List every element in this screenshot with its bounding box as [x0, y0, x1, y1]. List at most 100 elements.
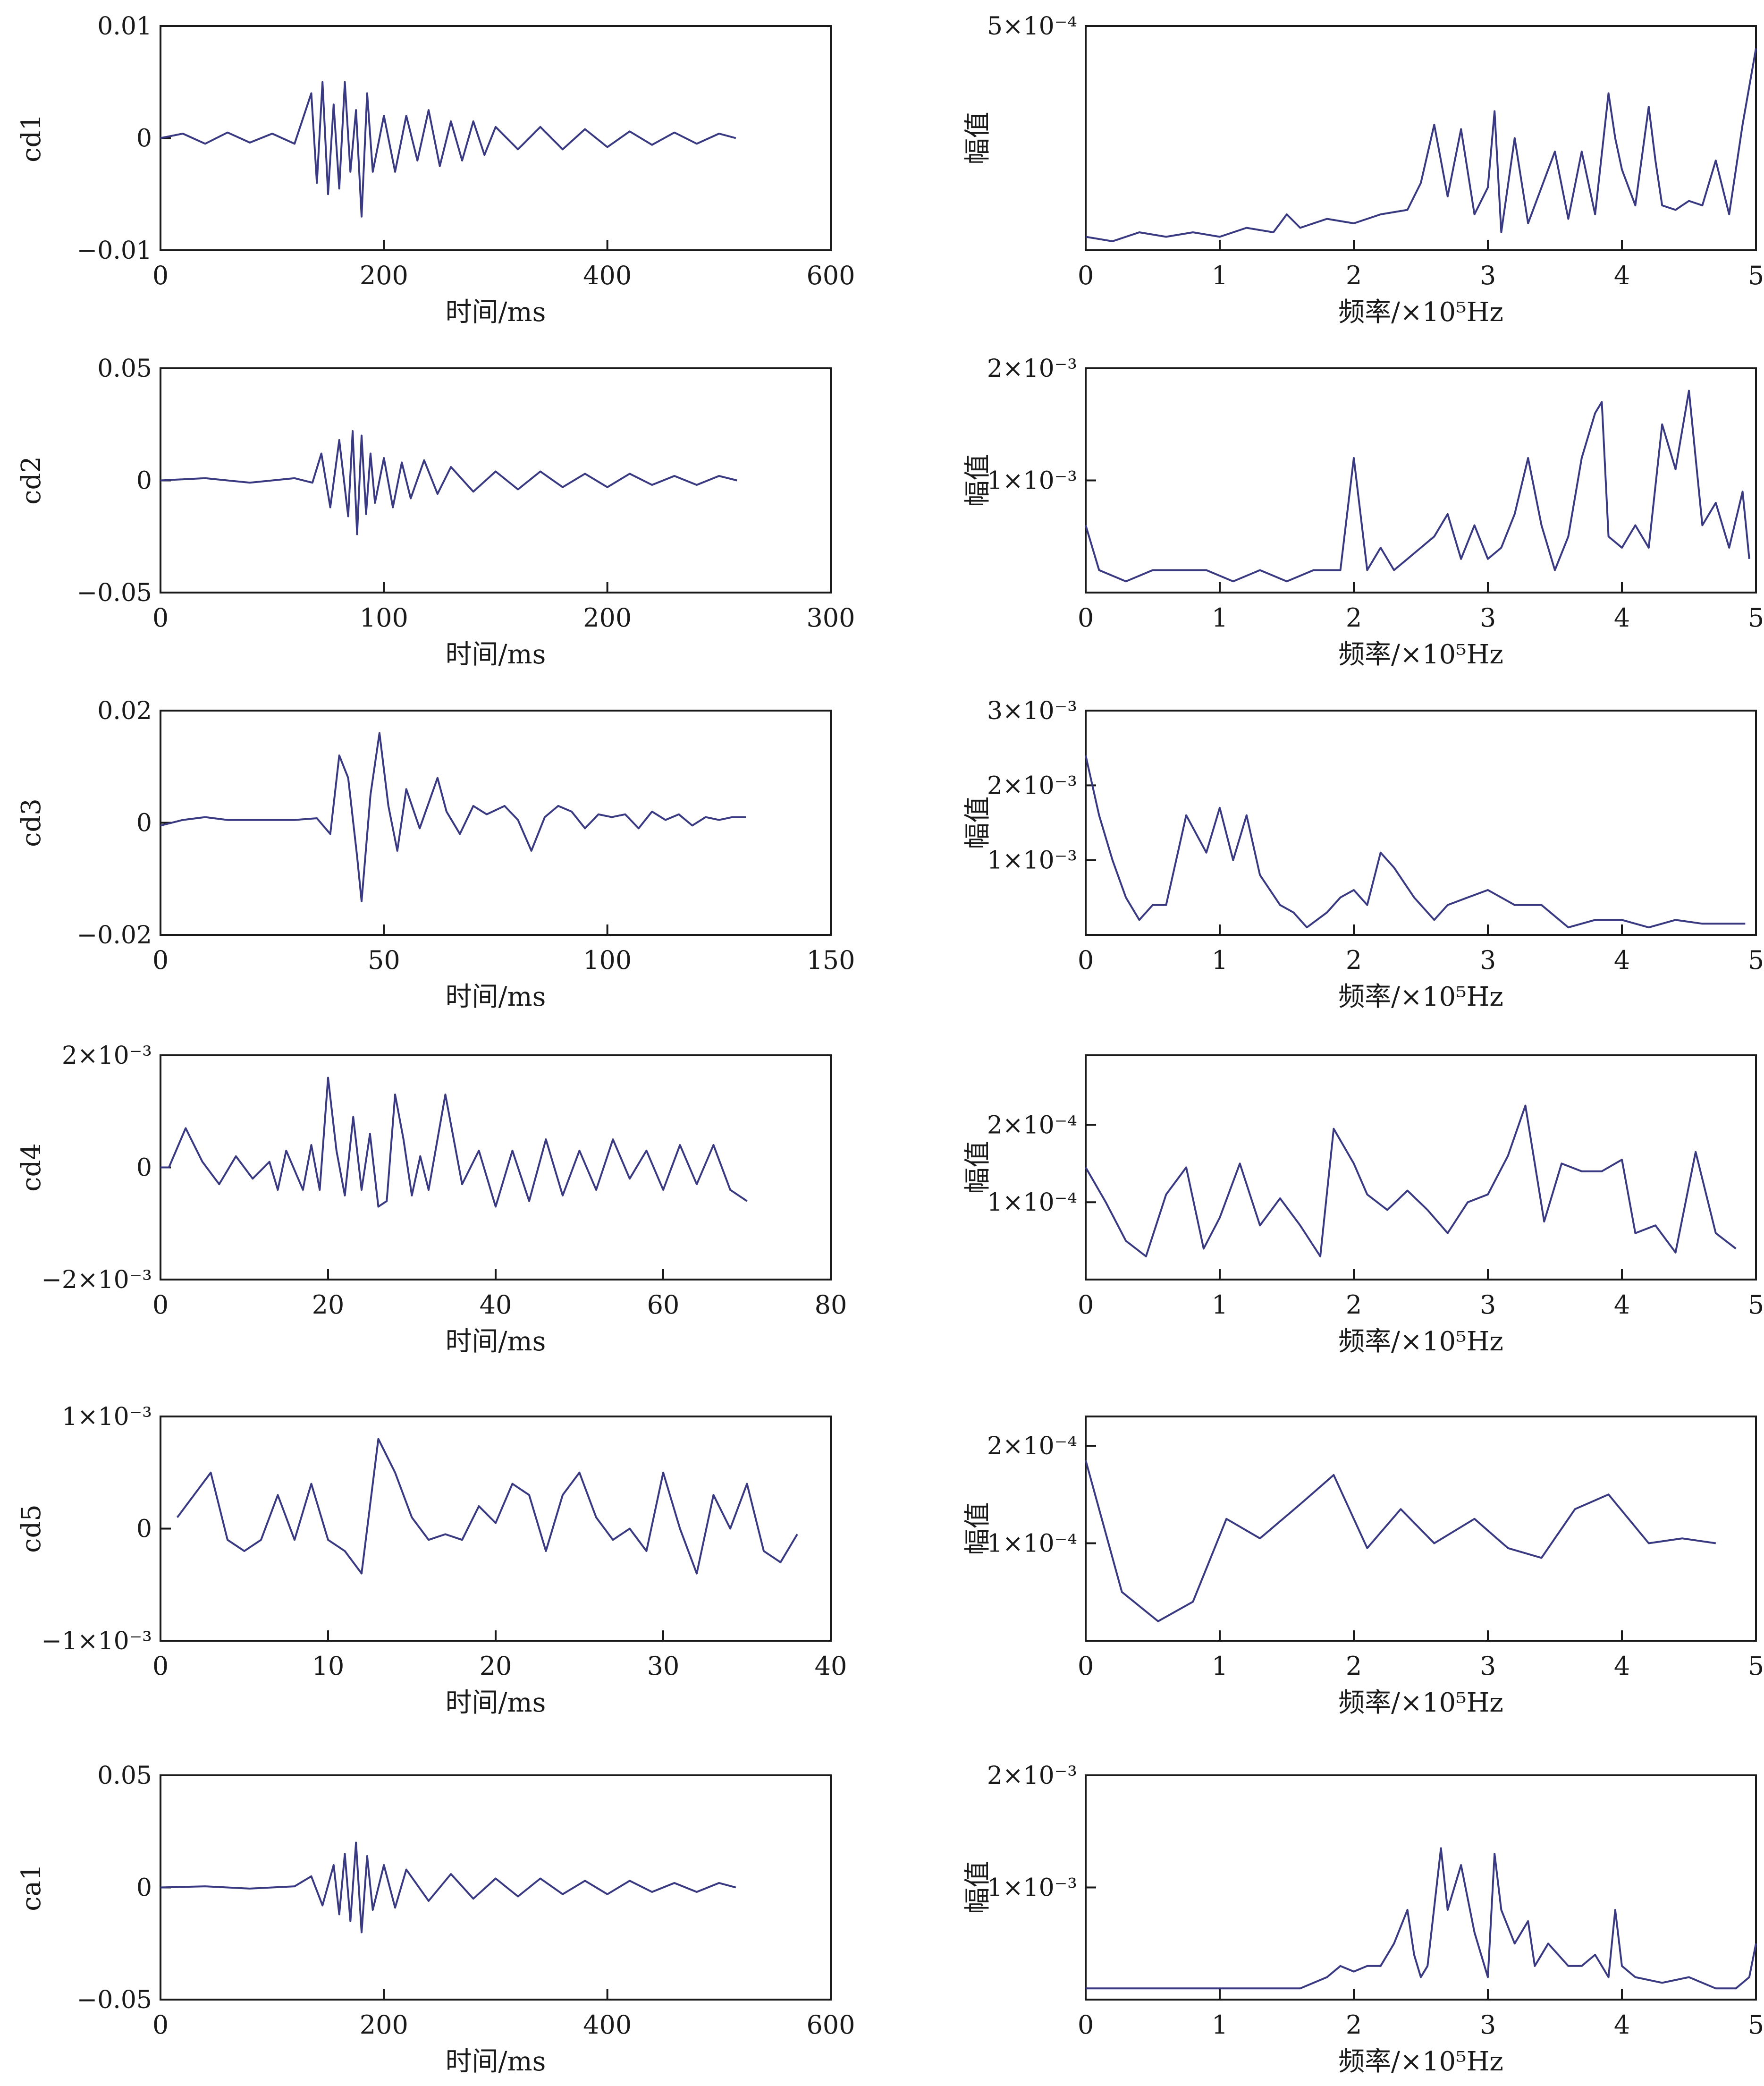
y-tick-label: 0 [136, 1515, 152, 1543]
y-tick-label: −0.05 [77, 579, 152, 607]
y-tick-label: 2×10⁻³ [987, 355, 1077, 383]
y-tick-label: 1×10⁻³ [987, 1874, 1077, 1902]
y-axis-label: cd1 [16, 114, 47, 162]
x-tick-label: 200 [583, 603, 632, 633]
chart-cd2-freq: 0 1 2 3 4 5 2×10⁻³ 1×10⁻³ 频率/×10⁵Hz 幅值 [962, 355, 1764, 670]
x-tick-label: 5 [1748, 2010, 1764, 2040]
plot-frame [160, 710, 832, 936]
series-line [1085, 390, 1750, 583]
plot-frame [160, 367, 832, 594]
series-line [1085, 48, 1757, 242]
x-tick-label: 0 [152, 603, 169, 633]
y-axis-label: 幅值 [962, 797, 993, 849]
y-axis-label: 幅值 [962, 1861, 993, 1914]
x-axis-label: 时间/ms [446, 1326, 546, 1357]
x-tick-label: 5 [1748, 603, 1764, 633]
x-axis-label: 频率/×10⁵Hz [1338, 297, 1503, 328]
y-tick-label: 0.05 [97, 355, 152, 383]
x-tick-label: 1 [1212, 603, 1228, 633]
x-tick-label: 3 [1480, 945, 1496, 975]
x-tick-label: 0 [1078, 261, 1094, 290]
x-axis-label: 时间/ms [446, 297, 546, 328]
x-tick-label: 0 [1078, 1290, 1094, 1320]
y-tick-label: −1×10⁻³ [41, 1627, 152, 1655]
y-tick-label: 2×10⁻⁴ [987, 1432, 1077, 1460]
y-tick-label: 0 [136, 467, 152, 495]
series-line [1085, 1460, 1716, 1622]
x-tick-label: 3 [1480, 603, 1496, 633]
y-tick-label: 3×10⁻³ [987, 697, 1077, 725]
x-tick-label: 3 [1480, 2010, 1496, 2040]
chart-cd4-freq: 0 1 2 3 4 5 2×10⁻⁴ 1×10⁻⁴ 频率/×10⁵Hz 幅值 [962, 1054, 1764, 1357]
x-tick-label: 4 [1614, 945, 1630, 975]
series-line [1085, 1104, 1737, 1257]
x-tick-label: 4 [1614, 1651, 1630, 1681]
y-tick-label: 0.02 [97, 697, 152, 725]
x-tick-label: 4 [1614, 603, 1630, 633]
x-tick-label: 0 [152, 1651, 169, 1681]
x-tick-label: 600 [806, 2010, 855, 2040]
y-tick-label: −0.05 [77, 1986, 152, 2014]
y-axis-label: cd3 [16, 798, 47, 847]
x-tick-label: 5 [1748, 261, 1764, 290]
x-tick-label: 2 [1346, 261, 1362, 290]
plot-frame [1085, 1416, 1757, 1642]
y-tick-label: 0 [136, 809, 152, 838]
x-tick-label: 200 [360, 2010, 408, 2040]
y-tick-label: 1×10⁻⁴ [987, 1188, 1077, 1217]
y-axis-label: cd4 [16, 1143, 47, 1192]
series-line [1086, 1847, 1757, 1990]
x-axis-label: 频率/×10⁵Hz [1338, 1687, 1503, 1718]
x-tick-label: 2 [1346, 2010, 1362, 2040]
y-axis-label: cd2 [16, 456, 47, 505]
x-axis-label: 频率/×10⁵Hz [1338, 2046, 1503, 2077]
y-tick-label: 0 [136, 1874, 152, 1902]
series-line [160, 81, 736, 218]
y-tick-label: 2×10⁻³ [62, 1042, 152, 1070]
x-axis-label: 频率/×10⁵Hz [1338, 639, 1503, 670]
x-tick-label: 600 [806, 261, 855, 290]
chart-cd1-freq: 0 1 2 3 4 5 5×10⁻⁴ 频率/×10⁵Hz 幅值 [962, 12, 1764, 328]
plot-frame [1085, 25, 1757, 251]
x-tick-label: 80 [815, 1290, 847, 1320]
x-tick-label: 3 [1480, 261, 1496, 290]
x-tick-label: 0 [1078, 1651, 1094, 1681]
y-tick-label: −2×10⁻³ [41, 1266, 152, 1294]
x-tick-label: 400 [583, 2010, 632, 2040]
x-tick-label: 0 [1078, 2010, 1094, 2040]
y-axis-label: 幅值 [962, 112, 993, 165]
x-axis-label: 时间/ms [446, 1687, 546, 1718]
x-tick-label: 5 [1748, 1651, 1764, 1681]
x-tick-label: 100 [583, 945, 632, 975]
x-tick-label: 50 [368, 945, 400, 975]
x-tick-label: 60 [647, 1290, 680, 1320]
plot-frame [160, 1054, 832, 1280]
x-tick-label: 2 [1346, 603, 1362, 633]
x-tick-label: 0 [152, 261, 169, 290]
x-tick-label: 3 [1480, 1290, 1496, 1320]
x-tick-label: 4 [1614, 1290, 1630, 1320]
y-tick-label: 2×10⁻⁴ [987, 1111, 1077, 1139]
x-tick-label: 3 [1480, 1651, 1496, 1681]
y-axis-label: 幅值 [962, 454, 993, 507]
x-axis-label: 频率/×10⁵Hz [1338, 1326, 1503, 1357]
x-tick-label: 150 [806, 945, 855, 975]
x-tick-label: 1 [1212, 945, 1228, 975]
chart-cd3-freq: 0 1 2 3 4 5 3×10⁻³ 2×10⁻³ 1×10⁻³ 频率/×10⁵Hz 幅值 [962, 697, 1764, 1012]
x-tick-label: 4 [1614, 261, 1630, 290]
chart-ca1-freq: 0 1 2 3 4 5 2×10⁻³ 1×10⁻³ 频率/×10⁵Hz 幅值 [962, 1762, 1764, 2077]
x-tick-label: 1 [1212, 1651, 1228, 1681]
x-tick-label: 1 [1212, 1290, 1228, 1320]
y-tick-label: 1×10⁻³ [987, 467, 1077, 495]
series-line [176, 1438, 798, 1575]
y-axis-label: cd5 [16, 1504, 47, 1553]
y-tick-label: 1×10⁻⁴ [987, 1529, 1077, 1558]
x-tick-label: 10 [312, 1651, 345, 1681]
series-line [160, 1077, 748, 1208]
